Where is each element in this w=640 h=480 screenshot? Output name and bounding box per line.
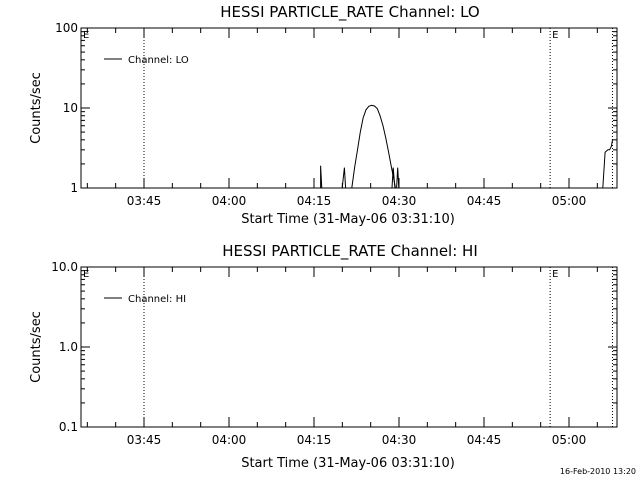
x-tick-label: 05:00 (552, 194, 587, 208)
x-tick-label: 03:45 (127, 433, 162, 447)
series-line (351, 104, 396, 189)
y-axis: 0.1 1.0 10.0 (51, 260, 617, 434)
x-tick-label: 04:30 (382, 433, 417, 447)
y-axis: 1 10 100 (55, 21, 617, 195)
y-tick-label: 10 (63, 101, 78, 115)
event-marker-label: E (83, 269, 89, 280)
x-axis-label: Start Time (31-May-06 03:31:10) (241, 456, 455, 471)
x-tick-label: 05:00 (552, 433, 587, 447)
legend: Channel: HI (104, 294, 186, 305)
panel-lo: HESSI PARTICLE_RATE Channel: LO 1 10 100 0… (29, 3, 618, 227)
plot-frame (80, 266, 618, 428)
x-tick-label: 04:30 (382, 194, 417, 208)
y-axis-label: Counts/sec (29, 72, 44, 144)
y-tick-label: 1 (70, 181, 78, 195)
legend: Channel: LO (104, 55, 189, 66)
x-axis-label: Start Time (31-May-06 03:31:10) (241, 212, 455, 227)
series-line (320, 165, 323, 189)
event-marker-label: E (552, 269, 558, 280)
y-tick-label: 100 (55, 21, 78, 35)
event-marker-label: E (83, 30, 89, 41)
series-line (396, 167, 400, 189)
x-axis: 03:45 04:00 04:15 04:30 04:45 05:00 (86, 267, 598, 447)
panel-hi: HESSI PARTICLE_RATE Channel: HI 0.1 1.0 10… (29, 242, 618, 471)
event-marker-label: E (552, 30, 558, 41)
y-tick-label: 1.0 (59, 340, 78, 354)
plot-frame (80, 27, 618, 189)
x-tick-label: 04:45 (467, 433, 502, 447)
chart-title: HESSI PARTICLE_RATE Channel: LO (220, 3, 479, 22)
x-tick-label: 04:45 (467, 194, 502, 208)
x-tick-label: 04:15 (297, 433, 332, 447)
legend-entry: Channel: LO (128, 55, 189, 66)
x-tick-label: 04:15 (297, 194, 332, 208)
series-line (341, 167, 347, 189)
x-tick-label: 03:45 (127, 194, 162, 208)
series-line (391, 167, 396, 189)
y-tick-label: 0.1 (59, 420, 78, 434)
timestamp: 16-Feb-2010 13:20 (560, 467, 636, 476)
x-tick-label: 04:00 (212, 433, 247, 447)
series-lines (320, 104, 613, 189)
x-axis: 03:45 04:00 04:15 04:30 04:45 05:00 (86, 28, 598, 208)
y-tick-label: 10.0 (51, 260, 78, 274)
legend-entry: Channel: HI (128, 294, 186, 305)
y-axis-label: Counts/sec (29, 311, 44, 383)
chart-title: HESSI PARTICLE_RATE Channel: HI (222, 242, 478, 261)
series-line (602, 139, 613, 189)
x-tick-label: 04:00 (212, 194, 247, 208)
